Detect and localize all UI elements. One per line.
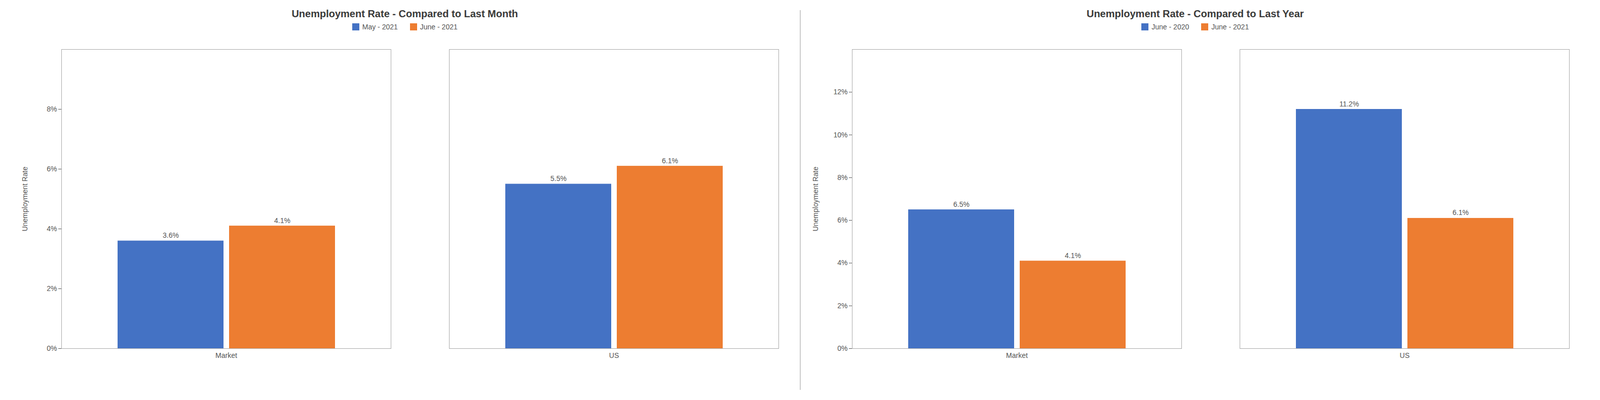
svg-text:8%: 8% — [47, 104, 58, 114]
svg-text:6.1%: 6.1% — [1452, 208, 1469, 217]
html-text:Unemployment Rate - Compared t: Unemployment Rate - Compared to Last Mon… — [291, 8, 519, 20]
svg-text:4.1%: 4.1% — [274, 216, 291, 225]
svg-text:4.1%: 4.1% — [1064, 251, 1082, 260]
svg-text:6%: 6% — [47, 164, 58, 173]
svg-text:5.5%: 5.5% — [550, 174, 567, 183]
svg-text:4%: 4% — [47, 224, 58, 233]
svg-text:6%: 6% — [837, 215, 848, 225]
svg-text:Market: Market — [1006, 351, 1028, 360]
html-text:June - 2021: June - 2021 — [1211, 22, 1249, 31]
svg-text:0%: 0% — [47, 344, 58, 353]
svg-text:3.6%: 3.6% — [162, 231, 179, 240]
svg-text:11.2%: 11.2% — [1338, 99, 1359, 108]
svg-text:US: US — [1399, 351, 1410, 360]
svg-text:6.1%: 6.1% — [661, 156, 679, 165]
svg-text:2%: 2% — [47, 284, 58, 293]
svg-text:12%: 12% — [833, 87, 848, 96]
html-text:Unemployment Rate - Compared t: Unemployment Rate - Compared to Last Yea… — [1086, 8, 1304, 20]
svg-text:Market: Market — [215, 351, 238, 360]
svg-text:Unemployment Rate: Unemployment Rate — [811, 166, 820, 232]
svg-text:US: US — [609, 351, 619, 360]
html-text:May - 2021: May - 2021 — [362, 22, 398, 31]
html-text:June - 2020: June - 2020 — [1151, 22, 1190, 31]
svg-text:0%: 0% — [837, 344, 848, 353]
svg-text:8%: 8% — [837, 173, 848, 182]
svg-text:2%: 2% — [837, 301, 848, 310]
svg-text:10%: 10% — [833, 130, 848, 139]
svg-text:4%: 4% — [837, 258, 848, 267]
svg-text:Unemployment Rate: Unemployment Rate — [21, 166, 30, 232]
html-text:June - 2021: June - 2021 — [420, 22, 458, 31]
svg-text:6.5%: 6.5% — [953, 200, 970, 209]
